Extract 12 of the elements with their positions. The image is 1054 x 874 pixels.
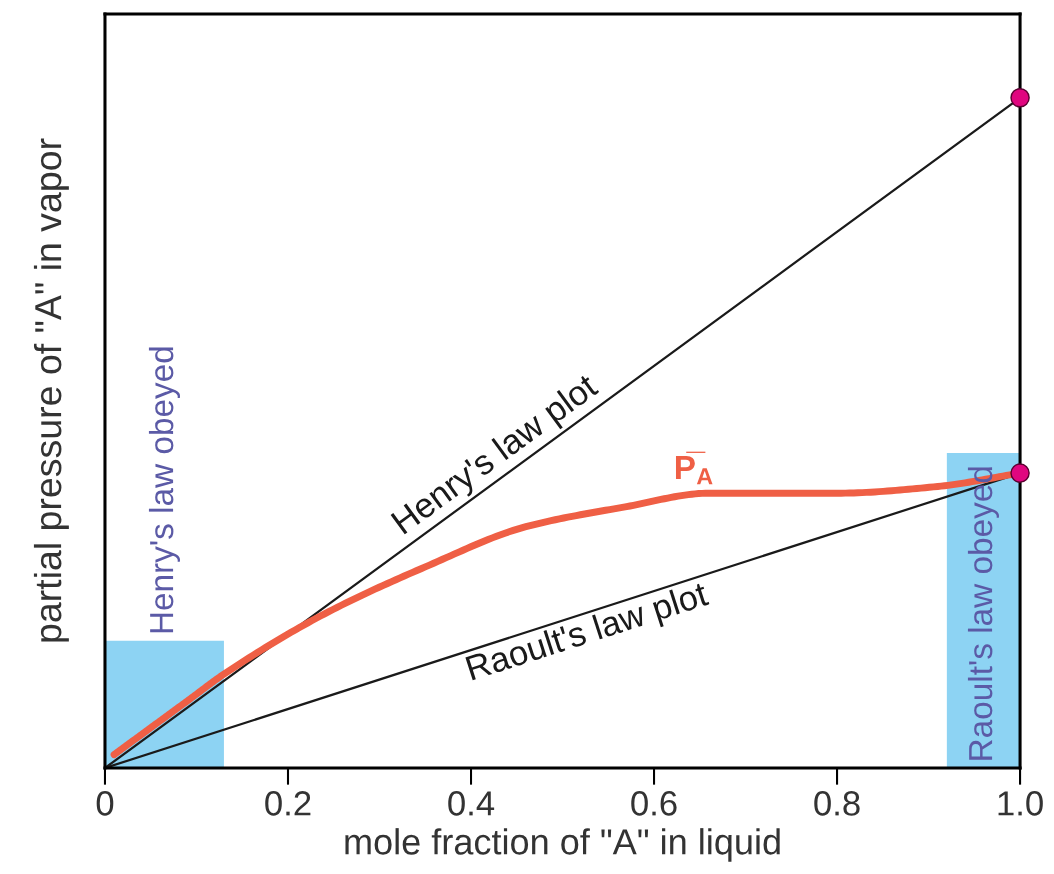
x-axis-title: mole fraction of "A" in liquid — [345, 828, 780, 862]
x-tick-label: 0.4 — [448, 791, 495, 816]
x-tick-label: 1.0 — [998, 791, 1043, 816]
x-tick-label: 0.8 — [814, 791, 860, 816]
series-label: P̅$_{A}$ — [675, 451, 713, 485]
text: Henry's law obeyed — [148, 347, 180, 633]
x-tick-label: 0.6 — [631, 791, 677, 816]
x-tick-label: 0.2 — [265, 791, 311, 816]
x-tick-label: 0 — [96, 791, 114, 816]
series-label: Raoult's law obeyed — [967, 467, 999, 760]
y-axis-title: partial pressure of "A" in vapor — [33, 138, 69, 642]
text: Raoult's law plot — [465, 580, 712, 688]
